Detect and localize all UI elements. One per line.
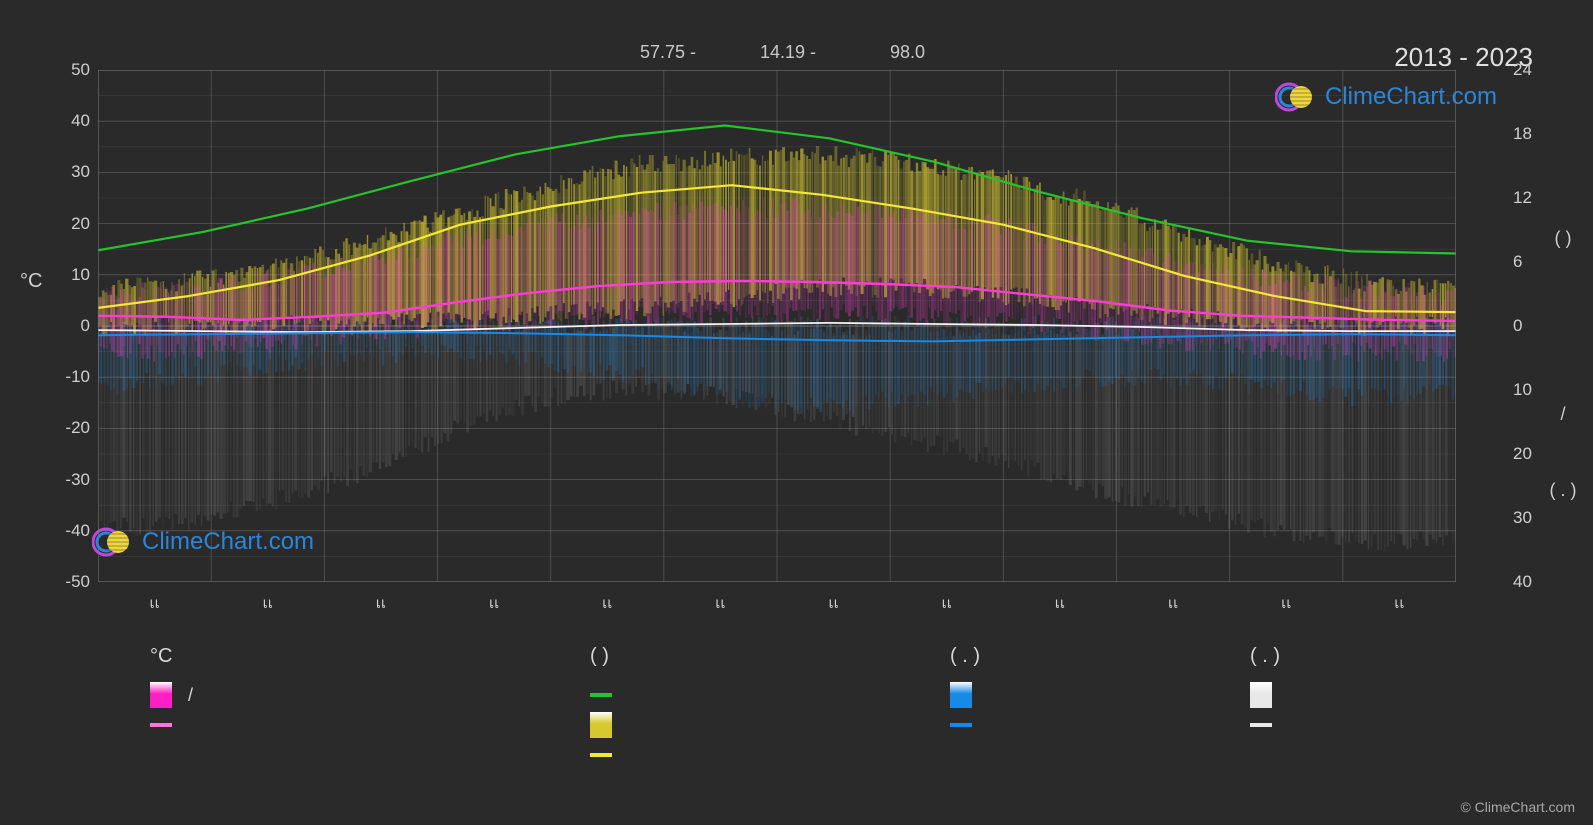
- legend-item: [1250, 680, 1593, 710]
- legend-column: ( . ): [1250, 645, 1593, 740]
- logo-icon: [92, 525, 132, 559]
- month-tick: เเ: [238, 591, 298, 615]
- legend-item: [1250, 710, 1593, 740]
- legend-swatch: [590, 693, 612, 697]
- right-label-2: ( . ): [1545, 472, 1581, 508]
- legend-column: ( ): [590, 645, 950, 770]
- legend-swatch: [590, 712, 612, 738]
- left-tick: 30: [50, 162, 90, 182]
- legend-heading: ( ): [590, 645, 950, 668]
- right-tick: 20: [1513, 444, 1553, 464]
- month-tick: เเ: [1256, 591, 1316, 615]
- right-tick: 10: [1513, 380, 1553, 400]
- altitude: 98.0: [890, 42, 925, 63]
- left-tick: -40: [50, 521, 90, 541]
- legend-column: °C /: [150, 645, 510, 740]
- month-tick: เเ: [690, 591, 750, 615]
- latitude: 57.75 -: [640, 42, 696, 63]
- left-tick: -30: [50, 470, 90, 490]
- legend: °C/( )( . )( . ): [70, 645, 1533, 805]
- longitude: 14.19 -: [760, 42, 816, 63]
- header-coordinates: 57.75 - 14.19 - 98.0: [0, 42, 1593, 70]
- right-label-1: /: [1545, 396, 1581, 432]
- brand-name: ClimeChart.com: [142, 528, 314, 556]
- right-tick: 24: [1513, 60, 1553, 80]
- right-tick: 40: [1513, 572, 1553, 592]
- legend-swatch: [150, 723, 172, 727]
- y-axis-left-label: °C: [20, 270, 42, 293]
- climate-chart: 57.75 - 14.19 - 98.0 2013 - 2023 °C ( ) …: [0, 0, 1593, 825]
- month-tick: เเ: [917, 591, 977, 615]
- watermark-bottom-left: ClimeChart.com: [92, 525, 314, 559]
- right-tick: 30: [1513, 508, 1553, 528]
- month-tick: เเ: [577, 591, 637, 615]
- month-tick: เเ: [464, 591, 524, 615]
- right-tick: 0: [1513, 316, 1553, 336]
- legend-label: /: [188, 685, 193, 706]
- left-tick: 10: [50, 265, 90, 285]
- legend-swatch: [590, 753, 612, 757]
- watermark-top-right: ClimeChart.com: [1275, 80, 1497, 114]
- legend-item: [590, 680, 950, 710]
- right-label-0: ( ): [1545, 220, 1581, 256]
- month-tick: เเ: [1369, 591, 1429, 615]
- copyright: © ClimeChart.com: [1460, 799, 1575, 815]
- left-tick: -50: [50, 572, 90, 592]
- month-tick: เเ: [125, 591, 185, 615]
- left-tick: -10: [50, 367, 90, 387]
- legend-swatch: [950, 723, 972, 727]
- left-tick: -20: [50, 418, 90, 438]
- legend-swatch: [1250, 682, 1272, 708]
- legend-item: [590, 710, 950, 740]
- left-tick: 40: [50, 111, 90, 131]
- plot-area: [98, 70, 1456, 582]
- right-tick: 12: [1513, 188, 1553, 208]
- month-tick: เเ: [1030, 591, 1090, 615]
- brand-name: ClimeChart.com: [1325, 83, 1497, 111]
- legend-item: /: [150, 680, 510, 710]
- logo-icon: [1275, 80, 1315, 114]
- month-tick: เเ: [351, 591, 411, 615]
- legend-swatch: [950, 682, 972, 708]
- legend-item: [590, 740, 950, 770]
- legend-item: [150, 710, 510, 740]
- month-tick: เเ: [1143, 591, 1203, 615]
- right-tick: 6: [1513, 252, 1553, 272]
- legend-swatch: [1250, 723, 1272, 727]
- month-tick: เเ: [804, 591, 864, 615]
- legend-heading: ( . ): [1250, 645, 1593, 668]
- left-tick: 50: [50, 60, 90, 80]
- left-tick: 0: [50, 316, 90, 336]
- legend-heading: °C: [150, 645, 510, 668]
- right-tick: 18: [1513, 124, 1553, 144]
- left-tick: 20: [50, 214, 90, 234]
- legend-swatch: [150, 682, 172, 708]
